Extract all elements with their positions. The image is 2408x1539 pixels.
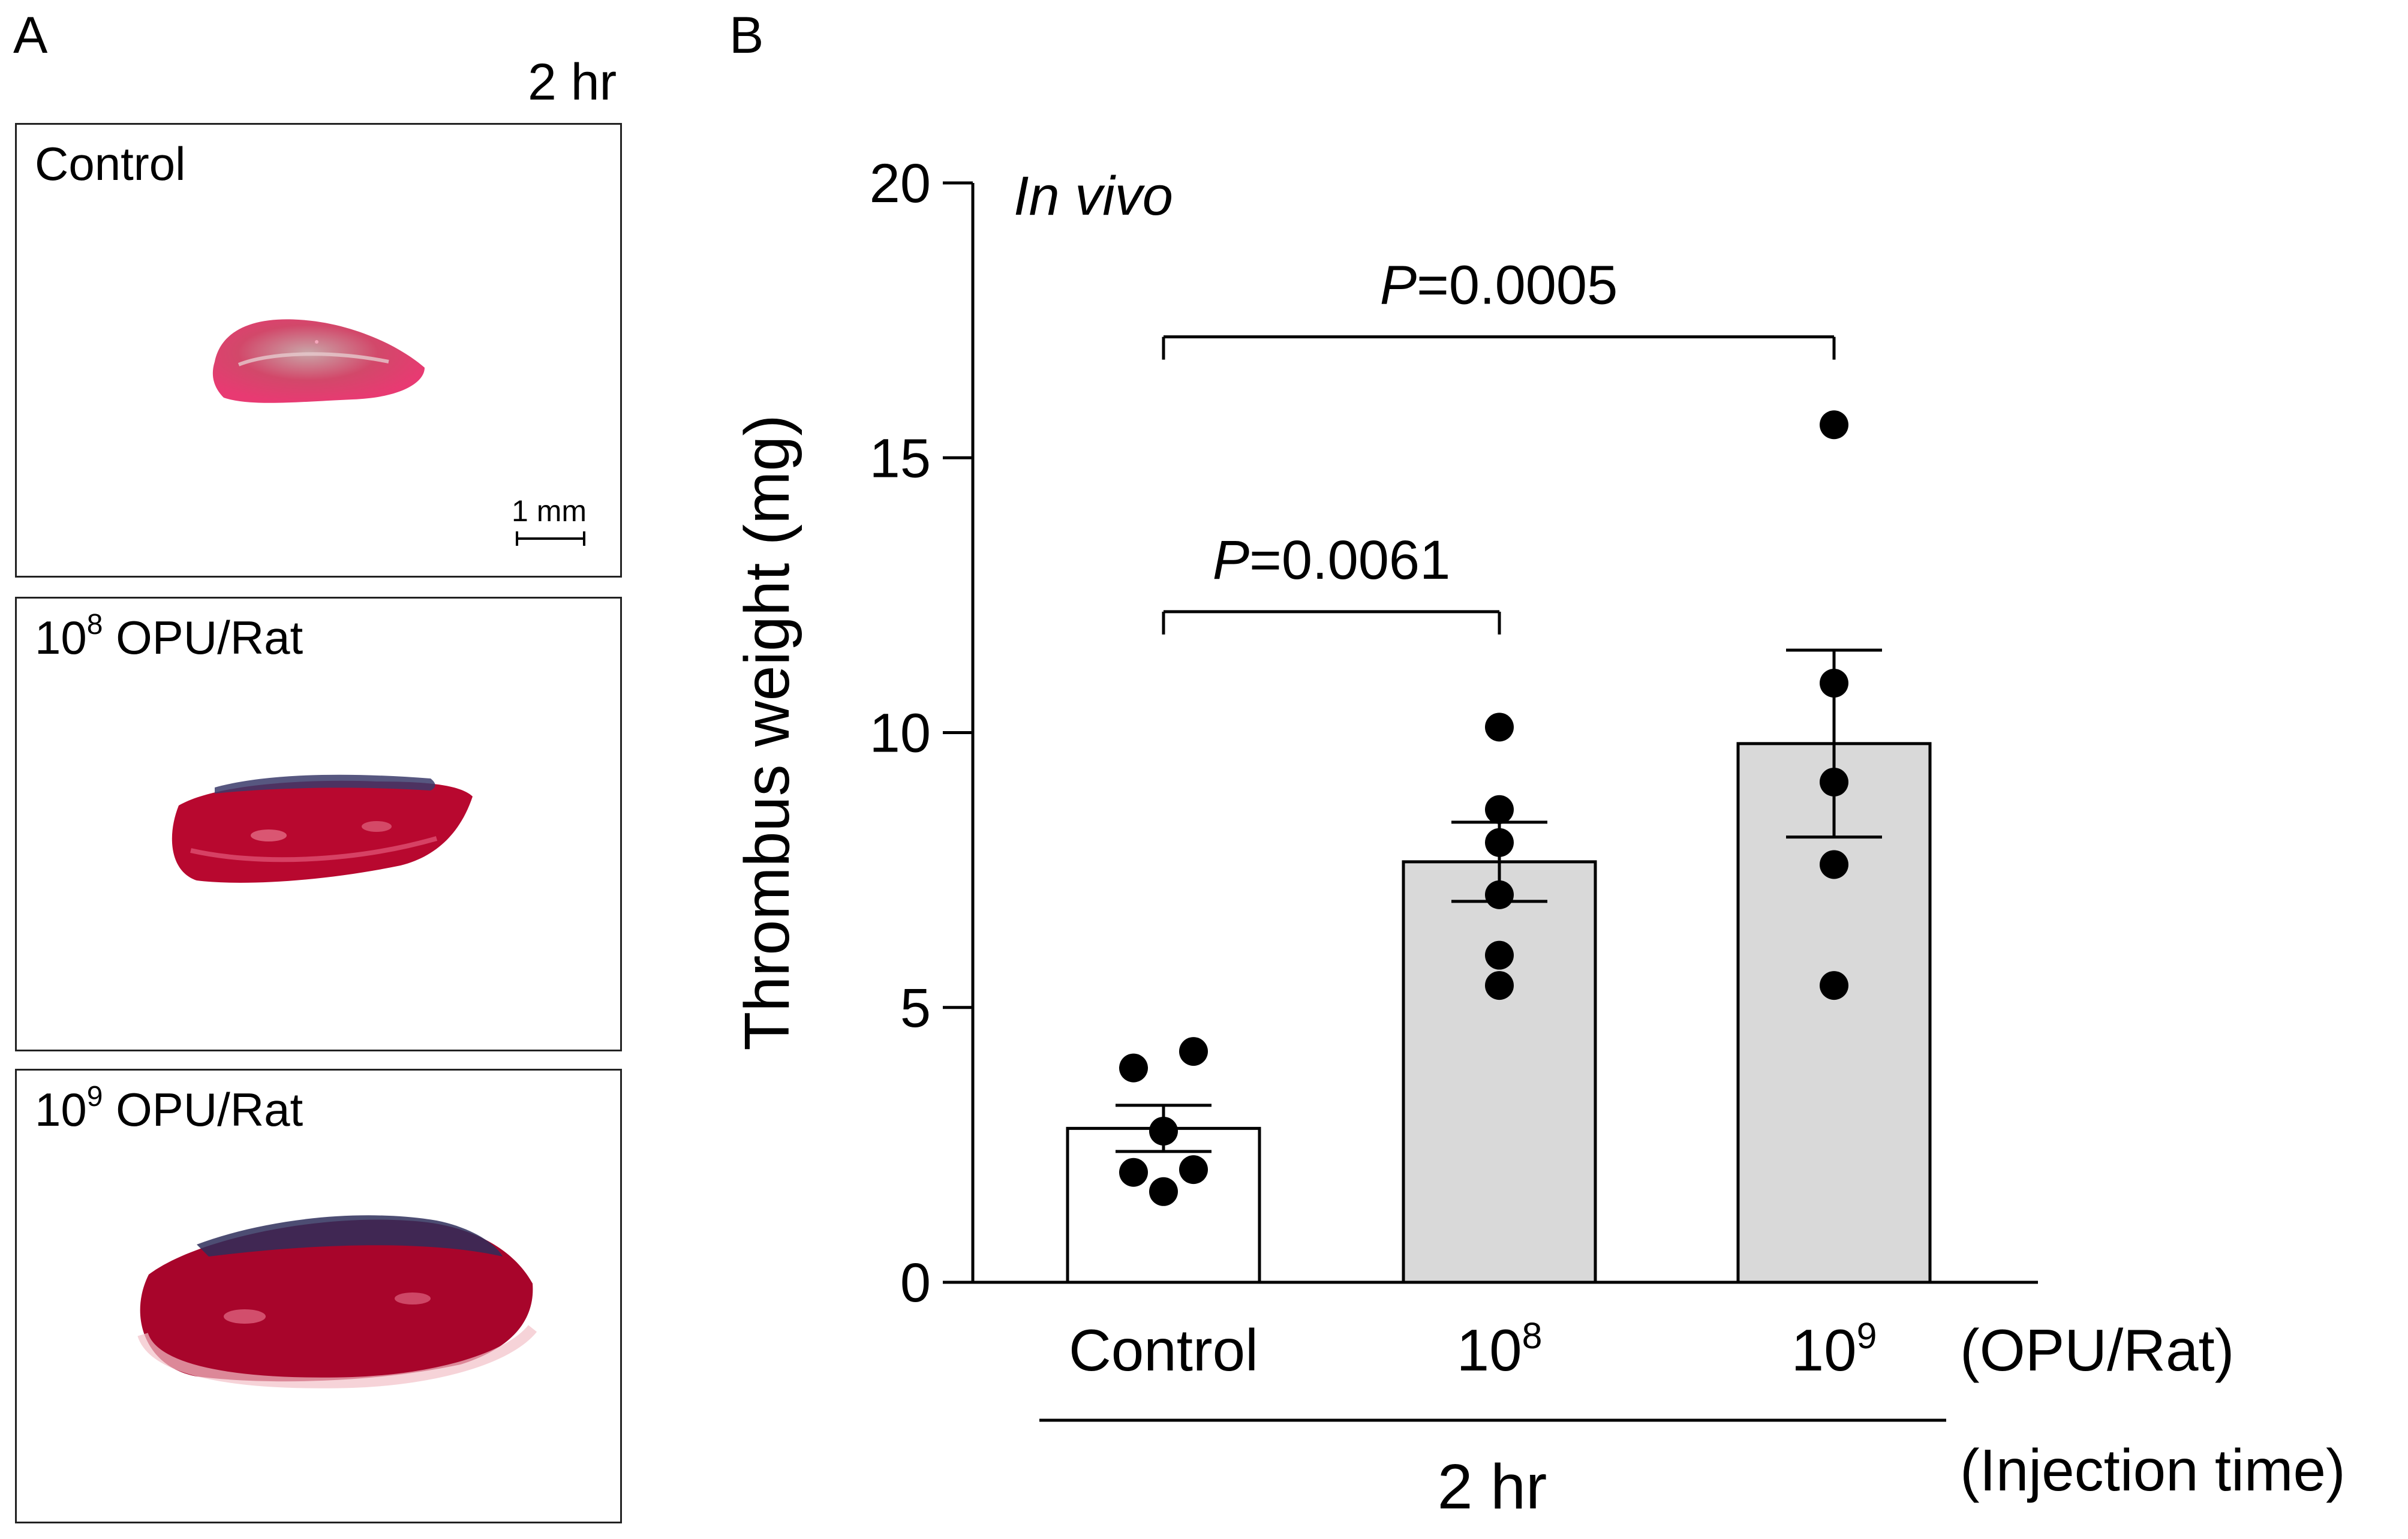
point-2-0 [1820, 410, 1848, 440]
point-1-4 [1485, 940, 1514, 970]
scale-bar-label: 1 mm [512, 494, 587, 528]
point-0-2 [1149, 1116, 1178, 1146]
bar-chart: B 0 5 10 15 20 Thrombus weight (mg) In vivo P=0.… [729, 7, 2346, 1522]
y-axis-label: Thrombus weight (mg) [732, 414, 802, 1050]
thrombus-image-control [212, 319, 425, 403]
group-unit-label: (Injection time) [1960, 1437, 2346, 1503]
photo-label-1e8-base: 10 [35, 611, 87, 664]
point-1-0 [1485, 713, 1514, 742]
y-tick-label-5: 5 [900, 978, 931, 1039]
photo-label-1e8-rest: OPU/Rat [103, 611, 303, 664]
p-value-label-1: P=0.0005 [1380, 255, 1618, 316]
x-category-label-2: 109 [1791, 1315, 1877, 1383]
photo-label-1e9-sup: 9 [86, 1081, 103, 1113]
point-2-2 [1820, 767, 1848, 796]
y-tick-label-10: 10 [870, 703, 931, 764]
point-2-3 [1820, 850, 1848, 879]
y-tick-label-0: 0 [900, 1252, 931, 1313]
photo-label-control-text: Control [35, 137, 186, 190]
photo-label-1e8-sup: 8 [86, 609, 103, 641]
scale-bar [516, 531, 585, 546]
point-2-4 [1820, 971, 1848, 1000]
photo-label-1e9-base: 10 [35, 1083, 87, 1136]
point-1-1 [1485, 795, 1514, 824]
y-tick-label-15: 15 [870, 428, 931, 489]
point-1-2 [1485, 828, 1514, 857]
point-0-0 [1119, 1053, 1148, 1083]
photo-control: Control 1 mm [15, 123, 622, 578]
point-0-5 [1149, 1177, 1178, 1206]
point-0-1 [1179, 1037, 1208, 1066]
x-category-label-1: 108 [1457, 1315, 1543, 1383]
in-vivo-annotation: In vivo [1014, 166, 1173, 227]
point-1-5 [1485, 971, 1514, 1000]
point-0-3 [1119, 1158, 1148, 1187]
photo-label-1e9-rest: OPU/Rat [103, 1083, 303, 1136]
photo-1e9: 109 OPU/Rat [15, 1069, 622, 1523]
photo-label-control: Control [35, 137, 185, 191]
panel-a-time-label: 2 hr [528, 53, 617, 111]
bar-1 [1402, 860, 1597, 1284]
y-tick-label-20: 20 [870, 153, 931, 214]
photo-label-1e9: 109 OPU/Rat [35, 1081, 303, 1137]
photo-1e8: 108 OPU/Rat [15, 597, 622, 1051]
thrombus-image-1e8 [172, 774, 473, 883]
point-2-1 [1820, 669, 1848, 698]
panel-a-letter: A [13, 7, 48, 64]
group-label: 2 hr [1438, 1451, 1547, 1522]
bar-2 [1736, 742, 1932, 1284]
point-0-4 [1179, 1155, 1208, 1185]
category-unit-label: (OPU/Rat) [1960, 1317, 2234, 1383]
p-value-label-0: P=0.0061 [1213, 530, 1451, 591]
point-1-3 [1485, 880, 1514, 909]
thrombus-image-1e9 [137, 1215, 537, 1388]
photo-label-1e8: 108 OPU/Rat [35, 609, 303, 665]
panel-b-letter: B [729, 7, 763, 64]
x-category-label-0: Control [1069, 1317, 1258, 1383]
